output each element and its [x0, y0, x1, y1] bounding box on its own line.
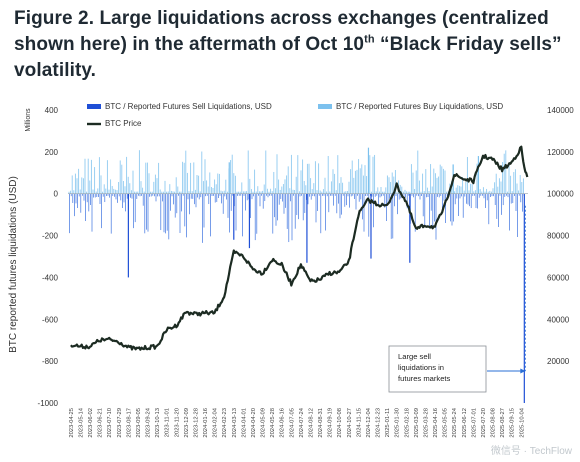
- x-axis-tick-label: 2025-04-16: [433, 408, 439, 438]
- right-axis-tick-label: 140000: [547, 106, 574, 115]
- x-axis-tick-label: 2025-02-18: [404, 408, 410, 438]
- x-axis-tick-label: 2025-01-30: [395, 408, 401, 438]
- x-axis-tick-label: 2023-09-24: [146, 407, 152, 437]
- left-axis-tick-label: 200: [45, 148, 59, 157]
- left-axis-tick-label: 0: [54, 190, 59, 199]
- x-axis-tick-label: 2024-12-23: [376, 408, 382, 438]
- x-axis-tick-label: 2024-02-04: [213, 407, 219, 437]
- left-axis-tick-label: -1000: [38, 399, 59, 408]
- annotation-text: liquidations in: [398, 363, 444, 372]
- right-axis-tick-label: 20000: [547, 357, 570, 366]
- x-axis-tick-label: 2023-12-28: [194, 408, 200, 438]
- x-axis-tick-label: 2024-09-19: [328, 408, 334, 438]
- x-axis-tick-label: 2024-08-12: [309, 408, 315, 438]
- legend-label: BTC Price: [105, 119, 142, 128]
- x-axis-tick-label: 2024-04-20: [251, 408, 257, 438]
- right-axis-tick-label: 120000: [547, 148, 574, 157]
- x-axis-tick-label: 2024-06-16: [280, 408, 286, 438]
- x-axis-tick-label: 2025-03-09: [414, 408, 420, 438]
- x-axis-tick-label: 2025-10-04: [519, 407, 525, 437]
- annotation-arrowhead: [520, 368, 526, 374]
- left-axis-tick-label: -200: [42, 232, 59, 241]
- x-axis-tick-label: 2024-11-15: [356, 408, 362, 437]
- legend: BTC / Reported Futures Sell Liquidations…: [87, 102, 503, 128]
- x-axis-tick-label: 2024-08-31: [318, 408, 324, 438]
- x-axis-tick-label: 2024-03-13: [232, 408, 238, 438]
- figure-title: Figure 2. Large liquidations across exch…: [14, 8, 562, 81]
- left-axis-tick-label: -600: [42, 315, 59, 324]
- x-axis-tick-label: 2025-06-12: [462, 408, 468, 438]
- x-axis-tick-label: 2023-04-25: [69, 408, 75, 438]
- x-axis-tick-label: 2024-07-05: [289, 408, 295, 438]
- legend-label: BTC / Reported Futures Buy Liquidations,…: [336, 102, 503, 111]
- right-axis-tick-label: 100000: [547, 190, 574, 199]
- right-axis-tick-label: 40000: [547, 315, 570, 324]
- left-axis-tick-label: 400: [45, 106, 59, 115]
- x-axis-tick-label: 2023-07-29: [117, 408, 123, 438]
- x-axis-tick-label: 2023-06-21: [98, 408, 104, 438]
- axes: 400 200 0 -200 -400 -600 -800 -1000 140000 120000…: [8, 106, 574, 438]
- watermark: 微信号 · TechFlow: [491, 444, 573, 457]
- right-axis-tick-label: 60000: [547, 273, 570, 282]
- x-axis-tick-label: 2025-01-11: [385, 408, 391, 437]
- right-axis-tick-label: 80000: [547, 232, 570, 241]
- left-axis-label: BTC reported futures liquidations (USD): [8, 176, 19, 353]
- x-axis-tick-label: 2025-07-01: [471, 408, 477, 438]
- btc-price-line: [70, 145, 529, 351]
- x-axis-tick-label: 2024-07-24: [299, 407, 305, 437]
- annotation-text: futures markets: [398, 374, 451, 383]
- legend-label: BTC / Reported Futures Sell Liquidations…: [105, 102, 272, 111]
- x-axis-tick-label: 2024-04-01: [241, 408, 247, 438]
- x-axis-tick-label: 2024-12-04: [366, 407, 372, 437]
- x-axis-tick-label: 2025-07-20: [481, 408, 487, 438]
- btc-price-series: [70, 145, 529, 351]
- left-axis-tick-label: -400: [42, 273, 59, 282]
- x-axis-tick-label: 2025-08-08: [491, 408, 497, 438]
- x-axis-tick-label: 2023-07-10: [107, 408, 113, 438]
- x-axis-tick-label: 2024-05-09: [261, 408, 267, 438]
- x-axis-tick-label: 2023-11-01: [165, 408, 171, 437]
- x-axis-tick-label: 2024-10-08: [337, 408, 343, 438]
- x-axis-tick-label: 2023-12-09: [184, 408, 190, 438]
- x-axis-tick-label: 2023-08-17: [126, 408, 132, 438]
- legend-swatch: [318, 104, 332, 109]
- liquidations-chart: 400 200 0 -200 -400 -600 -800 -1000 140000 120000…: [8, 102, 574, 457]
- annotation-text: Large sell: [398, 352, 431, 361]
- legend-swatch: [87, 104, 101, 109]
- x-axis-tick-label: 2025-03-28: [424, 408, 430, 438]
- x-axis-tick-label: 2025-05-05: [443, 408, 449, 438]
- x-axis-tick-label: 2023-05-14: [79, 407, 85, 437]
- x-axis-tick-label: 2023-06-02: [88, 408, 94, 438]
- x-axis-tick-label: 2024-02-23: [222, 408, 228, 438]
- x-axis-tick-label: 2024-10-27: [347, 408, 353, 438]
- left-axis-unit-label: Millions: [25, 108, 32, 132]
- x-axis-tick-label: 2025-05-24: [452, 407, 458, 437]
- x-axis-tick-label: 2024-01-16: [203, 408, 209, 438]
- x-axis-tick-label: 2025-08-27: [500, 408, 506, 438]
- left-axis-tick-label: -800: [42, 357, 59, 366]
- x-axis-tick-label: 2023-09-05: [136, 408, 142, 438]
- x-axis-tick-label: 2024-05-28: [270, 408, 276, 438]
- x-axis-tick-label: 2025-09-15: [510, 408, 516, 438]
- annotation: Large sell liquidations in futures markets: [388, 205, 526, 393]
- x-axis-tick-label: 2023-10-13: [155, 408, 161, 438]
- annotation-box: [388, 345, 487, 393]
- x-axis-tick-label: 2023-11-20: [174, 408, 180, 437]
- liquidation-bars: [68, 147, 525, 403]
